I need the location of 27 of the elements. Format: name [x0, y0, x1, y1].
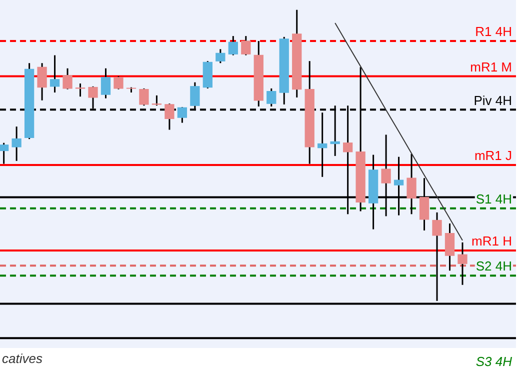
text: S3 4H	[476, 354, 513, 370]
candlestick	[62, 68, 72, 90]
candlestick	[318, 112, 328, 178]
ref-line-label: mR1 H	[472, 234, 512, 249]
ref-line-label: S1 4H	[476, 191, 512, 206]
candlestick	[37, 62, 47, 102]
text: catives	[2, 351, 43, 366]
candlestick	[216, 48, 226, 64]
candlestick	[100, 68, 111, 100]
candlestick	[458, 242, 468, 286]
candlestick	[444, 222, 455, 272]
candlestick	[266, 88, 276, 108]
ref-line-label: Piv 4H	[474, 92, 512, 108]
candlestick	[114, 75, 124, 90]
candlestick	[75, 82, 86, 98]
candlestick	[0, 142, 9, 165]
candlestick	[12, 126, 22, 162]
ref-line-label: mR1 J	[474, 148, 512, 164]
candlestick	[432, 212, 442, 302]
ref-line-label: S2 4H	[476, 258, 512, 274]
ref-line-label: mR1 M	[470, 59, 512, 74]
candlestick	[228, 35, 238, 56]
candlestick	[139, 88, 149, 106]
candlestick	[50, 54, 60, 94]
ref-line-label: R1 4H	[475, 24, 512, 40]
candlestick	[241, 35, 251, 56]
candlestick	[152, 94, 162, 106]
